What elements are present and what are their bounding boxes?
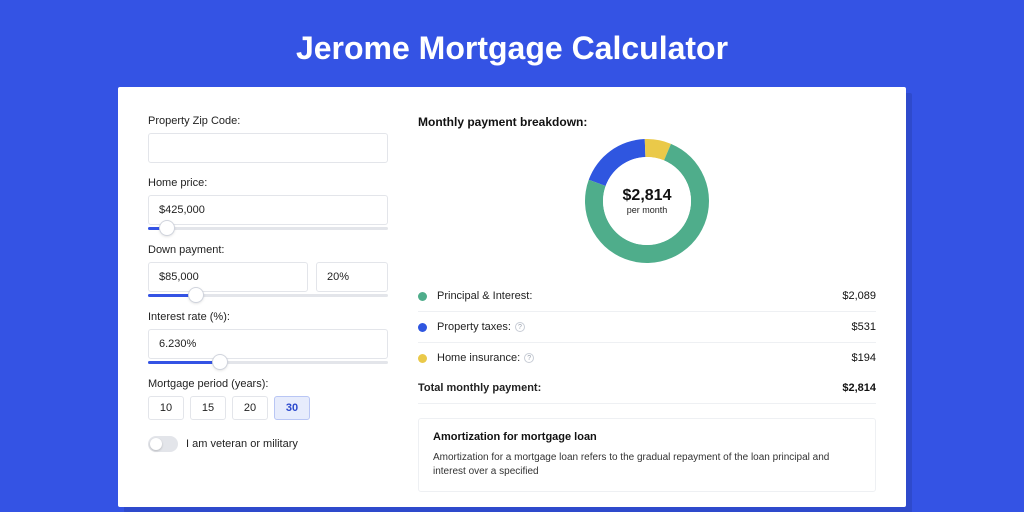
period-label: Mortgage period (years):: [148, 378, 388, 390]
period-option-10[interactable]: 10: [148, 396, 184, 420]
amortization-text: Amortization for a mortgage loan refers …: [433, 451, 861, 479]
veteran-row: I am veteran or military: [148, 436, 388, 452]
form-column: Property Zip Code: Home price: Down paym…: [148, 115, 388, 507]
legend-swatch: [418, 354, 427, 363]
legend-value: $531: [852, 321, 876, 333]
legend-label: Home insurance:?: [437, 352, 534, 364]
rate-slider-fill: [148, 361, 220, 364]
donut-chart: $2,814 per month: [585, 139, 709, 263]
down-percent-input[interactable]: [316, 262, 388, 292]
price-label: Home price:: [148, 177, 388, 189]
total-label: Total monthly payment:: [418, 382, 541, 394]
legend-row-1: Property taxes:? $531: [418, 312, 876, 343]
zip-group: Property Zip Code:: [148, 115, 388, 163]
down-label: Down payment:: [148, 244, 388, 256]
price-input[interactable]: [148, 195, 388, 225]
amortization-title: Amortization for mortgage loan: [433, 431, 861, 443]
help-icon[interactable]: ?: [515, 322, 525, 332]
period-option-20[interactable]: 20: [232, 396, 268, 420]
legend-swatch: [418, 323, 427, 332]
legend-value: $2,089: [842, 290, 876, 302]
legend-label: Principal & Interest:: [437, 290, 532, 302]
rate-input[interactable]: [148, 329, 388, 359]
donut-amount: $2,814: [623, 187, 672, 205]
rate-slider[interactable]: [148, 361, 388, 364]
period-option-30[interactable]: 30: [274, 396, 310, 420]
donut-center: $2,814 per month: [603, 157, 691, 245]
legend: Principal & Interest: $2,089 Property taxe…: [418, 281, 876, 373]
legend-value: $194: [852, 352, 876, 364]
veteran-label: I am veteran or military: [186, 438, 298, 450]
zip-input[interactable]: [148, 133, 388, 163]
donut-wrap: $2,814 per month: [418, 139, 876, 263]
legend-row-0: Principal & Interest: $2,089: [418, 281, 876, 312]
breakdown-column: Monthly payment breakdown: $2,814 per mo…: [418, 115, 876, 507]
donut-sub: per month: [627, 205, 668, 215]
veteran-toggle[interactable]: [148, 436, 178, 452]
down-slider[interactable]: [148, 294, 388, 297]
total-value: $2,814: [842, 382, 876, 394]
legend-label: Property taxes:?: [437, 321, 525, 333]
down-amount-input[interactable]: [148, 262, 308, 292]
breakdown-title: Monthly payment breakdown:: [418, 115, 876, 129]
rate-group: Interest rate (%):: [148, 311, 388, 364]
down-group: Down payment:: [148, 244, 388, 297]
calculator-card: Property Zip Code: Home price: Down paym…: [118, 87, 906, 507]
amortization-card: Amortization for mortgage loan Amortizat…: [418, 418, 876, 492]
price-slider-thumb[interactable]: [160, 221, 174, 235]
total-row: Total monthly payment: $2,814: [418, 373, 876, 404]
legend-swatch: [418, 292, 427, 301]
price-slider[interactable]: [148, 227, 388, 230]
legend-row-2: Home insurance:? $194: [418, 343, 876, 373]
page-title: Jerome Mortgage Calculator: [0, 0, 1024, 87]
down-slider-thumb[interactable]: [189, 288, 203, 302]
help-icon[interactable]: ?: [524, 353, 534, 363]
zip-label: Property Zip Code:: [148, 115, 388, 127]
rate-slider-thumb[interactable]: [213, 355, 227, 369]
rate-label: Interest rate (%):: [148, 311, 388, 323]
period-group: Mortgage period (years): 10152030: [148, 378, 388, 420]
period-option-15[interactable]: 15: [190, 396, 226, 420]
price-group: Home price:: [148, 177, 388, 230]
